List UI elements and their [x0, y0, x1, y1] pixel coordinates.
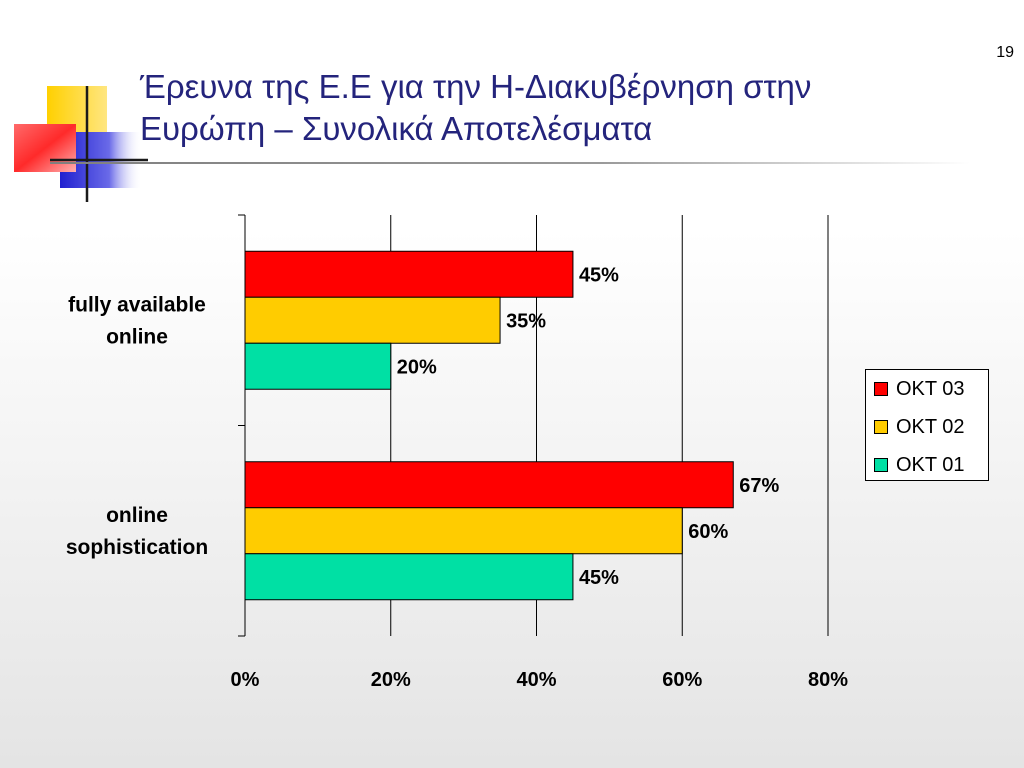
- bar-okt-03-0: [244, 250, 574, 298]
- legend-swatch-okt-02: [874, 420, 888, 434]
- data-label-okt-03-0: 45%: [579, 264, 619, 286]
- bar-okt-01-1: [244, 553, 574, 601]
- bar-okt-01-0: [244, 342, 392, 390]
- category-label-1-line-1: sophistication: [66, 536, 208, 559]
- legend-label-okt-03: OKT 03: [896, 377, 965, 400]
- data-label-okt-01-1: 45%: [579, 567, 619, 589]
- x-tick-label-4: 80%: [808, 669, 848, 691]
- data-label-okt-01-0: 20%: [397, 356, 437, 378]
- legend-swatch-okt-03: [874, 382, 888, 396]
- slide-title-line-2: Ευρώπη – Συνολικά Αποτελέσματα: [140, 110, 653, 147]
- category-label-1-line-0: online: [106, 504, 168, 527]
- category-label-0-line-0: fully available: [68, 293, 206, 316]
- legend-label-okt-02: OKT 02: [896, 415, 965, 438]
- chart-legend: OKT 03 OKT 02 OKT 01: [865, 369, 989, 481]
- bar-okt-03-1: [244, 461, 734, 509]
- bar-okt-02-1: [244, 507, 683, 555]
- legend-swatch-okt-01: [874, 458, 888, 472]
- data-label-okt-02-0: 35%: [506, 310, 546, 332]
- legend-item-okt-02: OKT 02: [874, 415, 965, 439]
- legend-label-okt-01: OKT 01: [896, 453, 965, 476]
- slide-title-line-1: Έρευνα της Ε.Ε για την Η-Διακυβέρνηση στ…: [140, 68, 812, 105]
- x-tick-label-3: 60%: [662, 669, 702, 691]
- legend-item-okt-03: OKT 03: [874, 377, 965, 401]
- x-tick-label-0: 0%: [231, 669, 260, 691]
- legend-item-okt-01: OKT 01: [874, 453, 965, 477]
- data-label-okt-03-1: 67%: [739, 475, 779, 497]
- bar-okt-02-0: [244, 296, 501, 344]
- title-underline: [50, 162, 970, 164]
- category-label-0-line-1: online: [106, 325, 168, 348]
- page-number: 19: [996, 44, 1014, 61]
- x-tick-label-2: 40%: [516, 669, 556, 691]
- data-label-okt-02-1: 60%: [688, 521, 728, 543]
- slide-title: Έρευνα της Ε.Ε για την Η-Διακυβέρνηση στ…: [140, 66, 1000, 150]
- x-tick-label-1: 20%: [371, 669, 411, 691]
- decorative-squares-logo: [14, 86, 148, 202]
